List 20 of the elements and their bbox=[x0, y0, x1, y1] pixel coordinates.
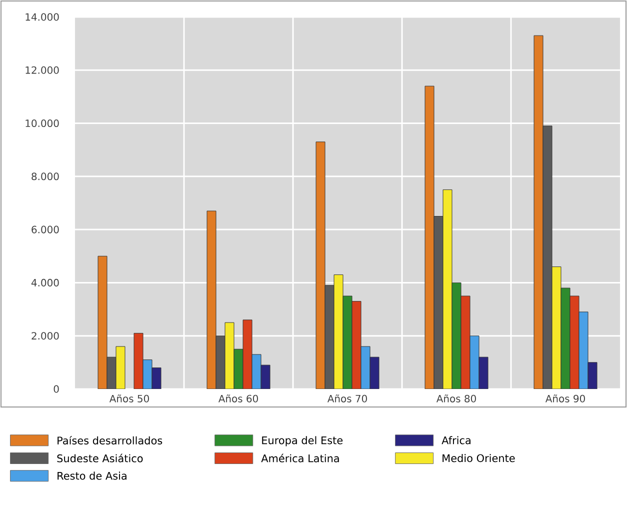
legend-label: América Latina bbox=[261, 454, 339, 462]
legend-label: Países desarrollados bbox=[58, 436, 162, 444]
y-tick-label: 0 bbox=[54, 385, 59, 393]
legend-label: Europa del Este bbox=[262, 436, 343, 446]
y-tick-label: 4.000 bbox=[31, 278, 59, 286]
x-tick-label: Años 50 bbox=[109, 394, 149, 402]
legend-label: Resto de Asia bbox=[58, 472, 126, 480]
x-tick-label: Años 80 bbox=[436, 394, 476, 402]
legend-label: Sudeste Asiático bbox=[57, 454, 143, 462]
y-tick-label: 10.000 bbox=[26, 119, 59, 128]
x-tick-label: Años 70 bbox=[327, 394, 367, 402]
y-tick-label: 6.000 bbox=[32, 226, 59, 234]
x-tick-label: Años 60 bbox=[218, 394, 258, 402]
y-tick-label: 2.000 bbox=[32, 332, 59, 340]
y-tick-label: 8.000 bbox=[32, 172, 59, 180]
y-tick-label: 14.000 bbox=[26, 13, 59, 21]
y-tick-label: 12.000 bbox=[26, 66, 59, 74]
legend-label: Africa bbox=[442, 436, 470, 444]
x-tick-label: Años 90 bbox=[545, 394, 585, 402]
legend-label: Medio Oriente bbox=[442, 454, 515, 462]
